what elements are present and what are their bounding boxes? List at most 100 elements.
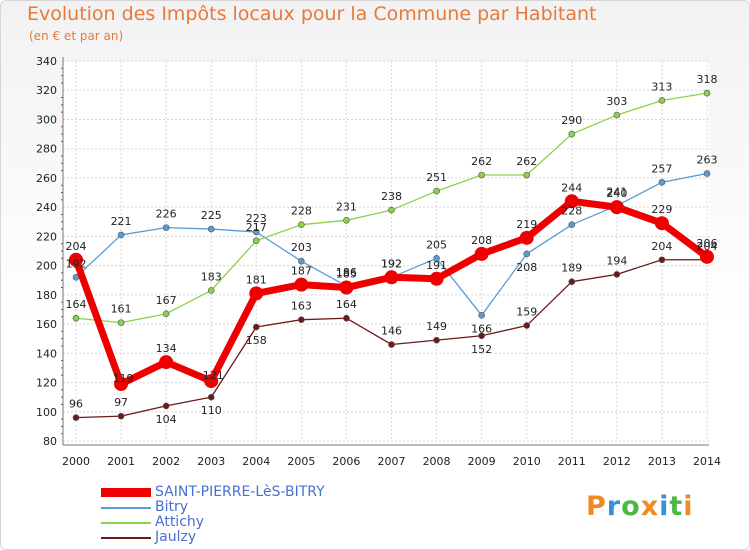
x-tick-label: 2010 [513,455,541,468]
data-point [478,171,485,179]
data-label: 221 [111,215,132,228]
data-label: 185 [336,268,357,281]
data-label: 219 [516,218,537,231]
series-saint-pierre-l-s-bitry [69,194,714,391]
data-point [433,336,440,344]
data-point [117,319,125,326]
data-point [162,224,170,231]
data-point [298,316,305,323]
data-point [703,170,711,177]
data-point [388,341,395,348]
legend-swatch [101,537,151,539]
data-label: 192 [66,257,87,270]
data-label: 164 [336,298,357,311]
logo-letter: x [640,491,660,522]
y-tick-label: 160 [36,318,57,331]
data-point [339,280,354,295]
data-point [478,312,485,319]
data-label: 226 [156,208,177,221]
data-label: 187 [291,265,312,278]
data-point [654,216,669,231]
data-point [159,355,174,370]
y-tick-label: 200 [36,260,57,273]
y-tick-label: 340 [36,55,57,68]
logo-letter: r [606,491,622,522]
logo-letter: i [659,491,670,522]
data-point [384,270,399,285]
data-point [613,271,621,278]
data-label: 203 [291,241,312,254]
y-tick-label: 100 [36,406,57,419]
chart-title: Evolution des Impôts locaux pour la Comm… [27,3,597,25]
data-label: 257 [651,162,672,175]
x-tick-label: 2013 [648,455,676,468]
logo-letter: t [669,491,684,522]
data-label: 152 [471,343,492,356]
data-point [162,310,170,318]
data-label: 119 [113,372,134,385]
x-tick-label: 2006 [332,455,360,468]
data-point [117,231,125,239]
data-point [700,249,714,264]
x-tick-label: 2007 [378,455,406,468]
data-point [252,237,260,245]
data-label: 225 [201,209,222,222]
data-point [72,414,80,421]
data-label: 167 [156,294,177,307]
legend-swatch [101,488,151,497]
data-label: 164 [66,298,87,311]
logo-letter: o [621,491,641,522]
x-tick-label: 2005 [287,455,315,468]
data-point [568,221,576,228]
data-point [474,246,489,261]
data-label: 303 [606,95,627,108]
data-point [249,286,264,301]
data-label: 223 [246,212,267,225]
x-tick-label: 2011 [558,455,586,468]
data-label: 206 [697,237,718,250]
legend-label: Jaulzy [155,529,197,545]
data-label: 161 [111,303,132,316]
data-label: 158 [246,334,267,347]
legend-swatch [101,522,151,524]
data-point [343,217,350,224]
y-tick-label: 320 [36,84,57,97]
data-point [114,377,129,391]
data-label: 204 [697,240,718,253]
y-tick-label: 220 [36,230,57,243]
data-label: 189 [561,262,582,275]
data-label: 228 [291,205,312,218]
data-point [162,402,170,410]
data-point [658,97,666,104]
data-label: 163 [291,300,312,313]
data-label: 238 [381,190,402,203]
data-label: 192 [381,257,402,270]
legend-swatch [101,507,151,509]
x-tick-label: 2000 [62,455,90,468]
data-label: 149 [426,320,447,333]
data-label: 166 [471,322,492,335]
data-label: 186 [336,266,357,279]
data-point [658,256,666,264]
data-label: 194 [606,254,627,267]
x-tick-label: 2003 [197,455,225,468]
data-label: 240 [606,187,627,200]
y-tick-label: 300 [36,113,57,126]
data-label: 231 [336,200,357,213]
data-point [478,332,485,340]
data-point [294,277,309,292]
data-point [429,271,444,286]
data-point [252,228,260,236]
data-label: 181 [246,273,267,286]
data-label: 208 [516,261,537,274]
data-label: 204 [651,240,672,253]
y-tick-label: 260 [36,172,57,185]
data-label: 318 [697,73,718,86]
data-point [298,257,305,265]
data-point [568,130,576,138]
x-tick-label: 2012 [603,455,631,468]
data-point [433,187,440,195]
